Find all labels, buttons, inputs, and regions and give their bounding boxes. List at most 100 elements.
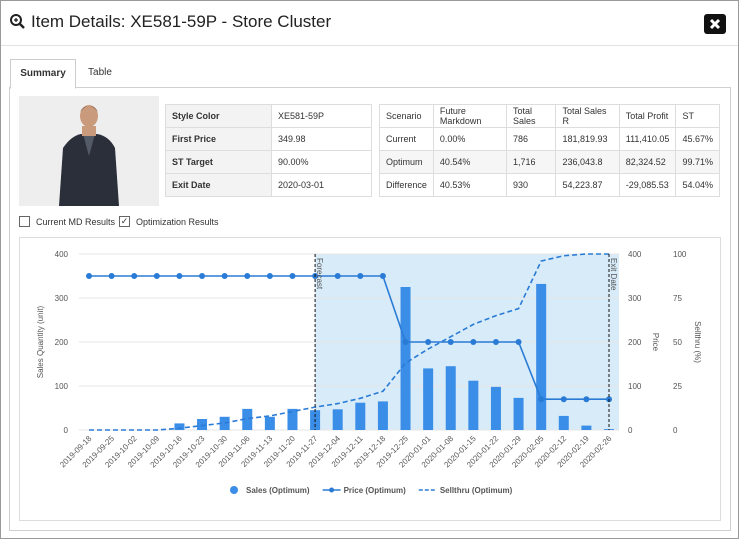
point — [447, 339, 454, 345]
bar — [332, 409, 343, 430]
point — [425, 339, 432, 345]
divider — [1, 45, 738, 46]
bar — [490, 386, 501, 430]
bar — [558, 415, 569, 430]
legend-label: Sales (Optimum) — [246, 486, 310, 495]
bar — [197, 419, 208, 430]
point — [289, 273, 296, 279]
point — [266, 273, 273, 279]
close-button[interactable] — [704, 14, 726, 34]
point — [492, 339, 499, 345]
bar — [219, 416, 230, 430]
table-header-row: Scenario Future Markdown Total Sales Total … — [379, 104, 720, 128]
scenario-table: Scenario Future Markdown Total Sales Total … — [379, 104, 720, 197]
item-table: Style Color XE581-59P First Price 349.98 ST … — [165, 104, 372, 197]
point — [108, 273, 115, 279]
table-cell: 181,819.93 — [555, 127, 620, 151]
tab[interactable]: Table — [88, 67, 112, 78]
checkbox-label: Current MD Results — [36, 216, 116, 227]
line — [89, 253, 609, 431]
y2-tick-label: 100 — [628, 382, 642, 391]
table-row: Optimum 40.54% 1,716 236,043.8 82,324.52 99.7… — [379, 150, 720, 174]
y3-tick-label: 50 — [673, 338, 682, 347]
checkbox[interactable]: Current MD Results — [19, 216, 115, 227]
bar — [536, 283, 547, 430]
bar — [287, 408, 298, 430]
point — [538, 396, 545, 403]
table-cell: 349.98 — [271, 127, 372, 151]
product-image — [19, 96, 159, 206]
point — [176, 273, 183, 279]
bar — [513, 397, 524, 430]
table-cell: 45.67% — [675, 127, 720, 151]
table-cell: Exit Date — [165, 173, 272, 197]
y-tick-label: 0 — [64, 426, 69, 435]
legend-label: Sellthru (Optimum) — [440, 486, 513, 495]
table-cell: Style Color — [165, 104, 272, 128]
point — [86, 273, 92, 279]
point — [199, 273, 206, 279]
table-row: Exit Date 2020-03-01 — [165, 173, 372, 197]
bar — [468, 380, 479, 430]
search-icon — [10, 14, 25, 29]
point — [470, 339, 477, 345]
point — [153, 273, 160, 279]
point — [334, 273, 341, 279]
annotation-label: Forecast — [315, 258, 324, 290]
y3-axis-title: Sellthru (%) — [693, 321, 702, 363]
column-header: ST — [675, 104, 720, 128]
bar — [400, 287, 411, 430]
table-row: Style Color XE581-59P — [165, 104, 372, 128]
bar — [445, 366, 456, 430]
y3-tick-label: 0 — [673, 426, 678, 435]
table-cell: 2020-03-01 — [271, 173, 372, 197]
table-cell: -29,085.53 — [618, 173, 677, 197]
legend-swatch — [329, 487, 335, 493]
table-cell: 54.04% — [675, 173, 720, 197]
column-header: Total Sales — [505, 104, 557, 128]
line — [89, 275, 609, 400]
table-cell: 40.54% — [432, 150, 507, 174]
table-cell: ST Target — [165, 150, 272, 174]
modal-title: Item Details: XE581-59P - Store Cluster — [31, 12, 332, 31]
chart-panel — [19, 237, 721, 521]
checkbox[interactable]: ✓ Optimization Results — [119, 216, 219, 227]
y-tick-label: 300 — [55, 294, 69, 303]
table-cell: Current — [379, 127, 434, 151]
point — [402, 339, 409, 345]
checkbox-box — [19, 216, 30, 227]
tab[interactable]: Summary — [10, 59, 76, 89]
y3-tick-label: 25 — [673, 382, 682, 391]
table-cell: 82,324.52 — [618, 150, 677, 174]
table-cell: 786 — [505, 127, 557, 151]
y-tick-label: 200 — [55, 338, 69, 347]
y2-tick-label: 0 — [628, 426, 633, 435]
bar — [174, 423, 185, 430]
column-header: Total Sales R — [555, 104, 620, 128]
legend-label: Price (Optimum) — [344, 486, 407, 495]
checkbox-label: Optimization Results — [136, 216, 219, 227]
table-row: ST Target 90.00% — [165, 150, 372, 174]
table-cell: Optimum — [379, 150, 434, 174]
point — [515, 339, 522, 345]
checkbox-box: ✓ — [119, 216, 130, 227]
table-row: Current 0.00% 786 181,819.93 111,410.05 45.67… — [379, 127, 720, 151]
table-cell: XE581-59P — [271, 104, 372, 128]
y3-tick-label: 75 — [673, 294, 682, 303]
column-header: Future Markdown — [432, 104, 507, 128]
point — [131, 273, 138, 279]
bar — [264, 416, 275, 430]
table-cell: 54,223.87 — [555, 173, 620, 197]
bar — [377, 401, 388, 430]
table-row: Difference 40.53% 930 54,223.87 -29,085.53 54… — [379, 173, 720, 197]
bar — [423, 368, 434, 430]
point — [583, 396, 590, 403]
table-cell: 930 — [505, 173, 557, 197]
y-tick-label: 400 — [55, 250, 69, 259]
point — [357, 273, 364, 279]
point — [379, 273, 386, 279]
legend-swatch — [230, 486, 238, 494]
table-cell: 40.53% — [432, 173, 507, 197]
bar — [242, 408, 253, 430]
